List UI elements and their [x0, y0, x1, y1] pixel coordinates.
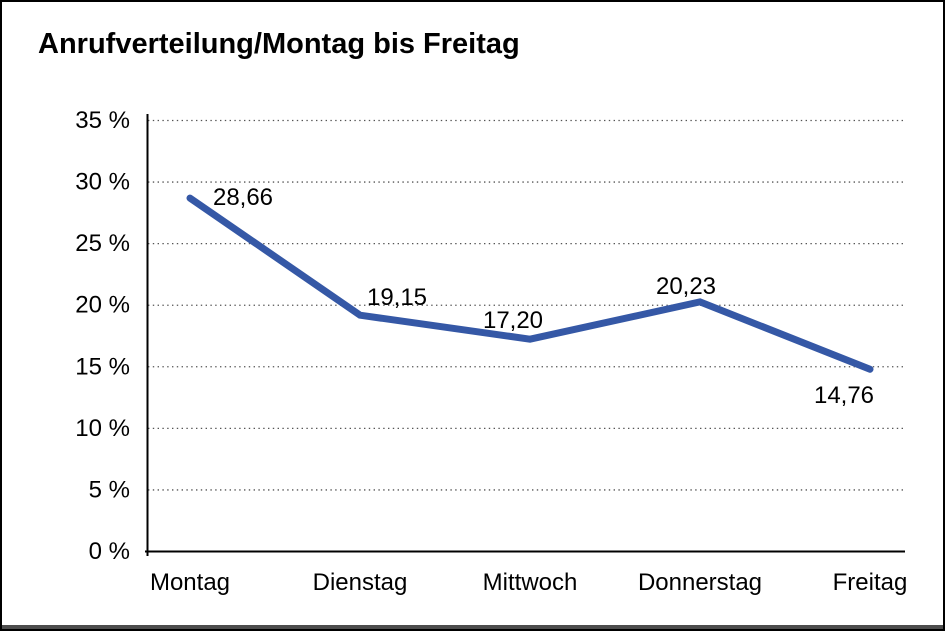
x-category-label: Donnerstag: [638, 569, 762, 596]
x-category-label: Mittwoch: [483, 569, 578, 596]
y-axis-labels: 0 % 5 % 10 % 15 % 20 % 25 % 30 % 35 %: [75, 107, 130, 565]
chart-title: Anrufverteilung/Montag bis Freitag: [38, 28, 520, 60]
x-axis-labels: Montag Dienstag Mittwoch Donnerstag Freitag: [150, 569, 907, 596]
y-tick-label: 15 %: [75, 353, 130, 380]
data-value-label: 28,66: [213, 184, 273, 211]
x-category-label: Freitag: [833, 569, 908, 596]
frame-bottom-edge: [2, 625, 943, 629]
data-value-label: 20,23: [656, 273, 716, 300]
data-value-label: 17,20: [483, 307, 543, 334]
y-tick-label: 30 %: [75, 169, 130, 196]
data-value-label: 14,76: [814, 382, 874, 409]
y-tick-label: 20 %: [75, 292, 130, 319]
y-tick-label: 25 %: [75, 230, 130, 257]
x-category-label: Dienstag: [313, 569, 408, 596]
y-tick-label: 5 %: [89, 476, 130, 503]
data-labels: 28,66 19,15 17,20 20,23 14,76: [213, 184, 874, 409]
data-line: [186, 194, 874, 373]
y-tick-label: 0 %: [89, 538, 130, 565]
x-category-label: Montag: [150, 569, 230, 596]
y-tick-label: 10 %: [75, 415, 130, 442]
y-tick-label: 35 %: [75, 107, 130, 134]
data-value-label: 19,15: [367, 284, 427, 311]
gridlines: [148, 119, 905, 491]
